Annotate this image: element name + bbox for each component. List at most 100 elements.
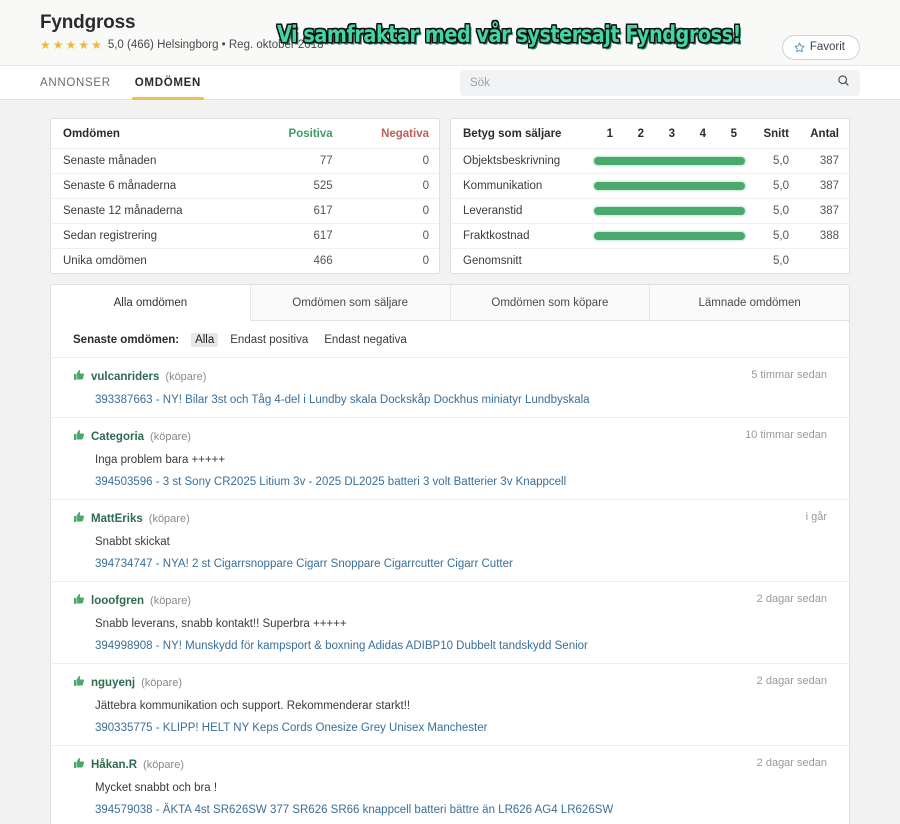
- tab-annonser[interactable]: ANNONSER: [40, 76, 111, 89]
- rating-bar-track: [592, 201, 747, 221]
- review-item-link[interactable]: 394998908 - NY! Munskydd för kampsport &…: [95, 640, 588, 652]
- review-item-link[interactable]: 394579038 - ÄKTA 4st SR626SW 377 SR626 S…: [95, 804, 614, 816]
- review-role: (köpare): [141, 677, 183, 689]
- rating-summary: 5,0 (466) Helsingborg • Reg. oktober 201…: [108, 39, 324, 51]
- main-nav: ANNONSER OMDÖMEN: [0, 66, 900, 100]
- rating-label: Leveranstid: [451, 198, 592, 224]
- rating-average: 5,0: [747, 173, 799, 199]
- table-row: Senaste 6 månaderna 525 0: [51, 173, 439, 199]
- col-scale-1: 1: [592, 119, 623, 149]
- col-scale-3: 3: [654, 119, 685, 149]
- filter-endast-negativa[interactable]: Endast negativa: [324, 334, 407, 346]
- rating-count: 387: [799, 173, 849, 199]
- review-role: (köpare): [150, 431, 192, 443]
- rating-bar-cell: [592, 198, 747, 224]
- col-negativa: Negativa: [342, 119, 439, 149]
- search-icon[interactable]: [837, 74, 850, 92]
- review-item: vulcanriders (köpare) 5 timmar sedan 393387…: [51, 358, 849, 418]
- col-scale-4: 4: [685, 119, 716, 149]
- review-list: vulcanriders (köpare) 5 timmar sedan 393387…: [51, 358, 849, 824]
- shop-meta: ★ ★ ★ ★ ★ 5,0 (466) Helsingborg • Reg. oktob…: [40, 39, 860, 51]
- tab-omdomen[interactable]: OMDÖMEN: [124, 66, 212, 100]
- review-header: MattEriks (köpare): [73, 510, 827, 528]
- table-row: Senaste 12 månaderna 617 0: [51, 198, 439, 224]
- review-item-link[interactable]: 393387663 - NY! Bilar 3st och Tåg 4-del …: [95, 394, 590, 406]
- shop-header: Fyndgross ★ ★ ★ ★ ★ 5,0 (466) Helsingborg • …: [0, 0, 900, 66]
- review-tab[interactable]: Lämnade omdömen: [650, 285, 849, 320]
- stat-negative: 0: [342, 148, 439, 174]
- rating-label: Objektsbeskrivning: [451, 148, 592, 174]
- review-tab[interactable]: Alla omdömen: [51, 285, 251, 321]
- stat-positive: 617: [251, 198, 343, 224]
- table-row: Kommunikation 5,0 387: [451, 173, 849, 199]
- page-title: Fyndgross: [40, 12, 136, 33]
- stat-negative: 0: [342, 198, 439, 224]
- thumbs-up-icon: [73, 368, 85, 386]
- col-positiva: Positiva: [251, 119, 343, 149]
- review-filter-row: Senaste omdömen: Alla Endast positiva En…: [51, 321, 849, 358]
- rating-average: 5,0: [747, 223, 799, 249]
- filter-alla[interactable]: Alla: [191, 333, 219, 347]
- rating-bar: [594, 157, 745, 165]
- rating-bar-cell: [592, 148, 747, 174]
- review-header: Categoria (köpare): [73, 428, 827, 446]
- star-icon: ★: [78, 38, 90, 52]
- rating-label: Fraktkostnad: [451, 223, 592, 249]
- favorite-button[interactable]: Favorit: [781, 35, 860, 60]
- review-item: nguyenj (köpare) 2 dagar sedan Jättebra kom…: [51, 664, 849, 746]
- review-username[interactable]: MattEriks: [91, 513, 143, 525]
- review-item-link[interactable]: 394503596 - 3 st Sony CR2025 Litium 3v -…: [95, 476, 567, 488]
- table-header-row: Betyg som säljare 1 2 3 4 5 Snitt Antal: [451, 119, 849, 149]
- seller-ratings-card: Betyg som säljare 1 2 3 4 5 Snitt Antal …: [450, 118, 850, 274]
- total-average: 5,0: [773, 255, 789, 267]
- table-row: Fraktkostnad 5,0 388: [451, 223, 849, 249]
- col-snitt: Snitt: [747, 119, 799, 149]
- review-username[interactable]: Categoria: [91, 431, 145, 443]
- rating-bar-track: [592, 151, 747, 171]
- review-username[interactable]: Håkan.R: [91, 759, 138, 771]
- review-username[interactable]: nguyenj: [91, 677, 136, 689]
- stat-negative: 0: [342, 173, 439, 199]
- thumbs-up-icon: [73, 428, 85, 446]
- review-role: (köpare): [150, 595, 191, 607]
- review-username[interactable]: looofgren: [91, 595, 145, 607]
- search-input[interactable]: [470, 77, 837, 89]
- rating-average: 5,0: [747, 198, 799, 224]
- table-header-row: Omdömen Positiva Negativa: [51, 119, 439, 149]
- reviews-summary-card: Omdömen Positiva Negativa Senaste månade…: [50, 118, 440, 274]
- search-box[interactable]: [460, 70, 860, 96]
- rating-bar-track: [592, 226, 747, 246]
- review-tab[interactable]: Omdömen som köpare: [450, 285, 651, 320]
- review-item-link[interactable]: 394734747 - NYA! 2 st Cigarrsnoppare Cig…: [95, 558, 513, 570]
- review-tab[interactable]: Omdömen som säljare: [250, 285, 451, 320]
- review-item: Categoria (köpare) 10 timmar sedan Inga pro…: [51, 418, 849, 500]
- review-timestamp: i går: [805, 511, 827, 523]
- review-item: MattEriks (köpare) i går Snabbt skickat 3947…: [51, 500, 849, 582]
- table-row: Unika omdömen 466 0: [51, 249, 439, 274]
- shop-location-meta: Helsingborg • Reg. oktober 2018: [157, 39, 324, 51]
- reviews-card: Alla omdömen Omdömen som säljare Omdömen s…: [50, 284, 850, 824]
- table-row: Leveranstid 5,0 387: [451, 198, 849, 224]
- star-icon: ★: [91, 38, 102, 52]
- col-omdomen: Omdömen: [51, 119, 252, 149]
- table-row: Senaste månaden 77 0: [51, 148, 439, 174]
- review-header: looofgren (köpare): [73, 592, 827, 610]
- rating-bar-track: [592, 176, 747, 196]
- filter-endast-positiva[interactable]: Endast positiva: [230, 334, 309, 346]
- stat-positive: 617: [251, 223, 343, 249]
- rating-bar: [594, 232, 745, 240]
- review-item-link[interactable]: 390335775 - KLIPP! HELT NY Keps Cords On…: [95, 722, 488, 734]
- rating-average: 5,0: [747, 148, 799, 174]
- total-spacer: [592, 249, 747, 274]
- rating-bar: [594, 182, 745, 190]
- review-timestamp: 10 timmar sedan: [745, 429, 827, 441]
- review-timestamp: 2 dagar sedan: [756, 757, 827, 769]
- rating-value: 5,0: [107, 39, 124, 51]
- star-outline-icon: [794, 41, 805, 53]
- review-username[interactable]: vulcanriders: [91, 371, 160, 383]
- review-role: (köpare): [143, 759, 184, 771]
- review-role: (köpare): [148, 513, 190, 525]
- review-role: (köpare): [165, 371, 207, 383]
- review-filter-label: Senaste omdömen:: [73, 334, 180, 346]
- thumbs-up-icon: [73, 674, 85, 692]
